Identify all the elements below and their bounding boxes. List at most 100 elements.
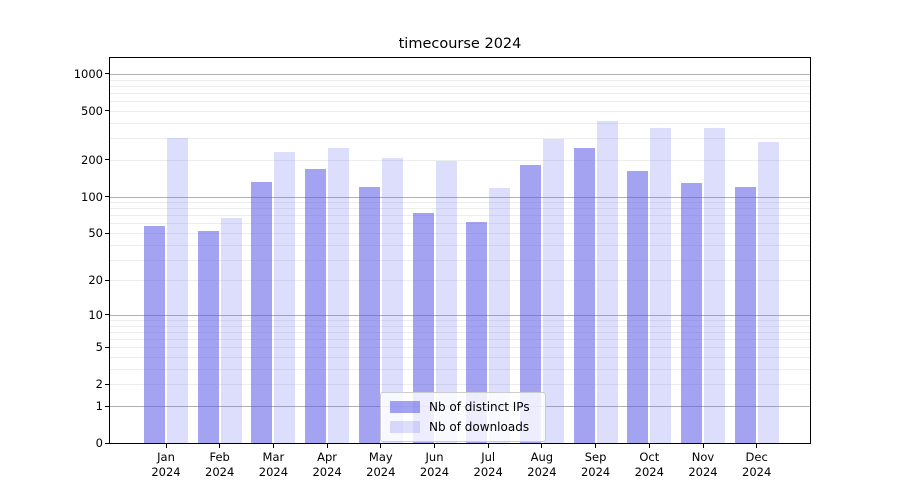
x-tick-year: 2024 — [205, 465, 235, 479]
legend-label-distinct-ips: Nb of distinct IPs — [429, 400, 530, 414]
legend-row-downloads: Nb of downloads — [390, 420, 537, 434]
x-tick-mark — [487, 444, 489, 448]
bar-distinct-ips-jan — [144, 226, 165, 443]
minor-gridline — [110, 259, 810, 261]
x-tick-month: Aug — [530, 450, 554, 464]
x-tick-mark — [219, 444, 221, 448]
minor-gridline — [110, 215, 810, 217]
x-tick-label: Nov 2024 — [675, 450, 731, 480]
x-tick-month: Feb — [209, 450, 230, 464]
x-tick-label: Mar 2024 — [245, 450, 301, 480]
minor-gridline — [110, 244, 810, 246]
y-tick-mark — [105, 110, 109, 112]
x-tick-month: May — [368, 450, 393, 464]
x-tick-label: Oct 2024 — [621, 450, 677, 480]
x-tick-year: 2024 — [258, 465, 289, 479]
x-tick-mark — [541, 444, 543, 448]
y-tick-mark — [105, 159, 109, 161]
bar-layer — [110, 58, 810, 443]
x-tick-year: 2024 — [688, 465, 718, 479]
minor-gridline — [110, 233, 810, 234]
bar-downloads-nov — [704, 128, 725, 443]
y-tick-mark — [105, 232, 109, 234]
x-tick-label: Jun 2024 — [407, 450, 463, 480]
x-tick-mark — [702, 444, 704, 448]
bar-distinct-ips-jun — [412, 213, 434, 443]
x-tick-month: Dec — [745, 450, 768, 464]
major-gridline — [110, 196, 810, 198]
x-tick-label: Jul 2024 — [460, 450, 516, 480]
minor-gridline — [110, 79, 810, 81]
x-tick-year: 2024 — [419, 465, 450, 479]
x-tick-label: Apr 2024 — [299, 450, 355, 480]
bar-downloads-sep — [596, 121, 618, 443]
x-tick-month: Apr — [317, 450, 338, 464]
chart-title: timecourse 2024 — [398, 36, 522, 52]
y-tick-mark — [105, 279, 109, 281]
x-tick-month: Sep — [584, 450, 607, 464]
x-tick-label: Aug 2024 — [514, 450, 570, 480]
x-tick-year: 2024 — [634, 465, 664, 479]
minor-gridline — [110, 85, 810, 87]
bar-downloads-jan — [167, 138, 188, 443]
bar-distinct-ips-oct — [627, 170, 649, 443]
minor-gridline — [110, 280, 810, 282]
x-tick-mark — [380, 444, 382, 448]
minor-gridline — [110, 202, 810, 203]
minor-gridline — [110, 138, 810, 140]
y-tick-label: 500 — [81, 103, 103, 118]
x-tick-mark — [434, 444, 435, 448]
plot-area: Nb of distinct IPs Nb of downloads — [109, 57, 811, 444]
minor-gridline — [110, 384, 810, 386]
x-tick-mark — [326, 444, 328, 448]
x-tick-year: 2024 — [151, 465, 181, 479]
bar-downloads-oct — [650, 127, 672, 443]
major-gridline — [110, 314, 810, 316]
x-tick-mark — [595, 444, 597, 448]
bar-distinct-ips-feb — [197, 230, 219, 443]
x-tick-month: Jan — [157, 450, 175, 464]
y-tick-label: 200 — [81, 152, 103, 167]
y-tick-label: 100 — [81, 189, 103, 204]
minor-gridline — [110, 110, 810, 112]
minor-gridline — [110, 101, 810, 103]
x-tick-month: Mar — [262, 450, 285, 464]
legend-swatch-distinct-ips — [390, 401, 420, 413]
legend: Nb of distinct IPs Nb of downloads — [380, 392, 546, 442]
minor-gridline — [110, 347, 810, 349]
x-tick-label: Feb 2024 — [192, 450, 248, 480]
x-tick-year: 2024 — [366, 465, 396, 479]
bar-downloads-jun — [435, 161, 457, 443]
major-gridline — [110, 73, 810, 75]
minor-gridline — [110, 122, 810, 124]
bar-distinct-ips-sep — [573, 147, 595, 443]
y-tick-label: 10 — [88, 307, 103, 322]
minor-gridline — [110, 223, 810, 225]
minor-gridline — [110, 159, 810, 161]
bar-distinct-ips-may — [358, 186, 380, 443]
bar-distinct-ips-aug — [519, 164, 541, 443]
x-tick-mark — [165, 444, 167, 448]
y-tick-label: 0 — [95, 436, 103, 450]
x-tick-mark — [756, 444, 758, 448]
y-tick-mark — [105, 346, 109, 348]
x-tick-mark — [272, 444, 274, 448]
y-tick-mark — [105, 314, 109, 316]
y-tick-mark — [105, 383, 109, 385]
y-tick-label: 20 — [88, 273, 103, 288]
x-tick-year: 2024 — [527, 465, 557, 479]
minor-gridline — [110, 320, 810, 321]
minor-gridline — [110, 325, 810, 327]
y-tick-label: 1 — [95, 399, 103, 413]
y-tick-mark — [105, 442, 109, 444]
x-tick-mark — [648, 444, 650, 448]
bar-downloads-dec — [757, 141, 779, 443]
y-tick-label: 1000 — [73, 66, 103, 81]
y-tick-mark — [105, 196, 109, 197]
legend-label-downloads: Nb of downloads — [429, 420, 530, 434]
minor-gridline — [110, 331, 810, 333]
y-tick-mark — [105, 405, 109, 407]
legend-row-distinct-ips: Nb of distinct IPs — [390, 400, 537, 414]
x-tick-label: Jan 2024 — [138, 450, 194, 480]
